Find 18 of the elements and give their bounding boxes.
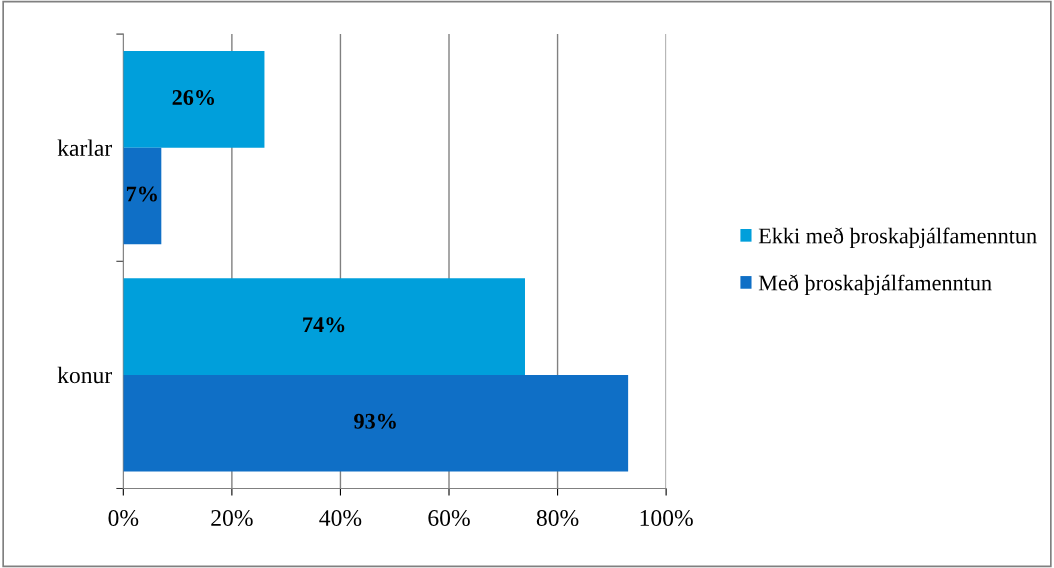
data-label: 7% [126,186,157,202]
bar [123,278,525,375]
x-tick-label: 60% [428,510,470,527]
bar [123,51,265,148]
x-tick-label: 40% [319,510,362,527]
y-tick-label: konur [57,366,112,384]
y-tick-label: karlar [57,139,112,157]
legend-label: Með þroskaþjálfamenntun [758,274,992,296]
bar [123,374,629,472]
x-tick-label: 0% [108,510,139,527]
x-tick-label: 80% [536,510,579,527]
legend-label: Ekki með þroskaþjálfamenntun [758,227,1037,248]
data-label: 74% [303,317,345,333]
data-label: 26% [172,89,215,106]
x-tick-label: 20% [211,510,253,527]
x-tick-label: 100% [640,510,693,527]
bar [123,147,162,245]
data-label: 93% [354,413,396,429]
